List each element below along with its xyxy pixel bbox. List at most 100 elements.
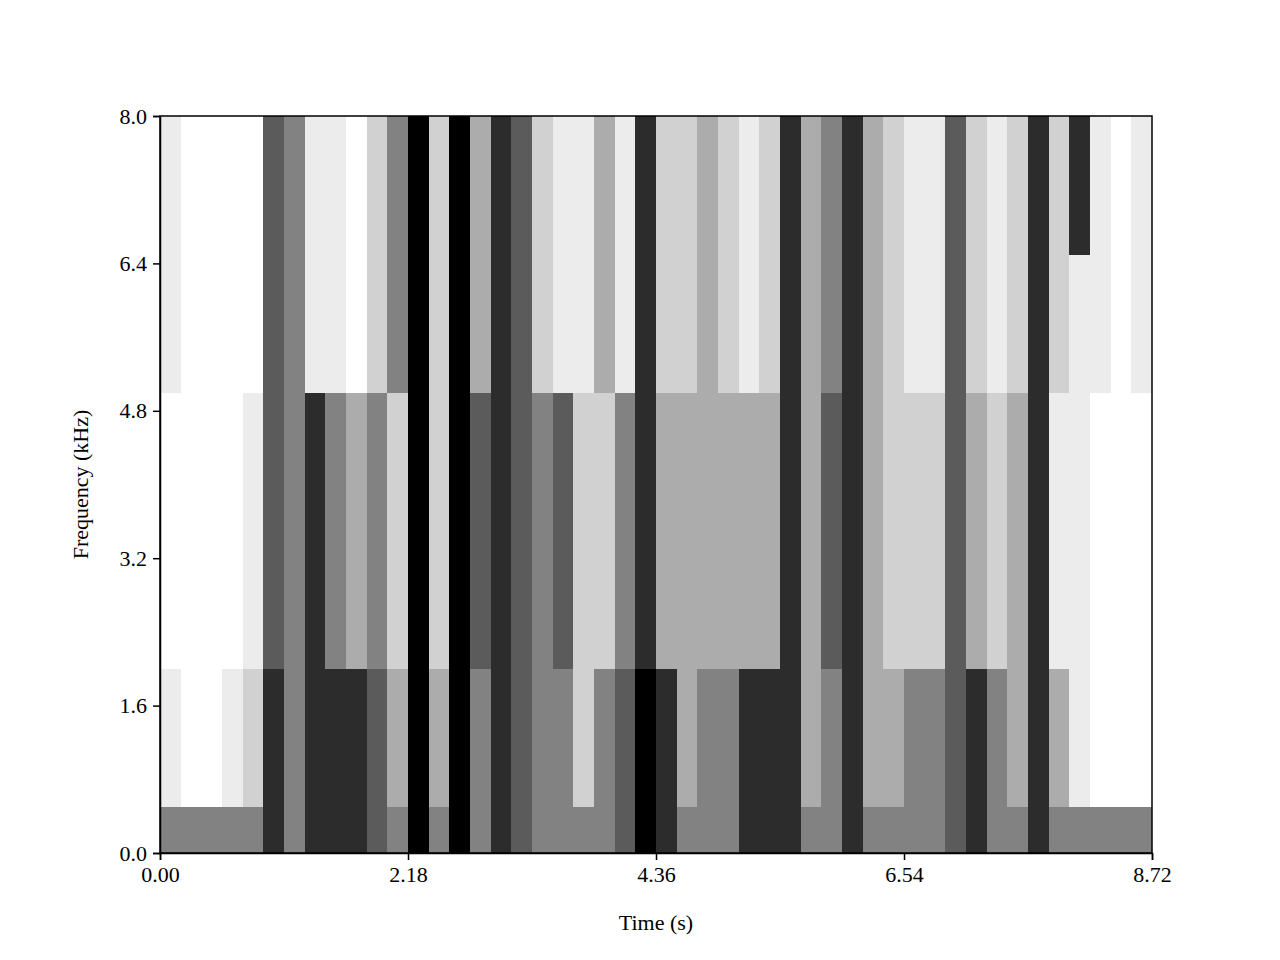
cell <box>367 531 388 578</box>
cell <box>449 669 470 716</box>
cell <box>387 761 408 808</box>
cell <box>387 208 408 255</box>
cell <box>387 669 408 716</box>
cell <box>573 346 594 393</box>
cell <box>1049 116 1070 163</box>
cell <box>656 761 677 808</box>
cell <box>697 485 718 532</box>
cell <box>945 807 966 853</box>
cell <box>1007 715 1028 762</box>
cell <box>346 485 367 532</box>
cell <box>491 669 512 716</box>
cell <box>842 761 863 808</box>
cell <box>222 254 243 301</box>
cell <box>904 162 925 209</box>
cell <box>863 577 884 624</box>
cell <box>925 761 946 808</box>
cell <box>1111 116 1132 163</box>
cell <box>718 715 739 762</box>
cell <box>821 715 842 762</box>
cell <box>429 577 450 624</box>
cell <box>222 392 243 439</box>
cell <box>677 392 698 439</box>
cell <box>346 623 367 670</box>
cell <box>821 254 842 301</box>
cell <box>925 669 946 716</box>
cell <box>842 254 863 301</box>
cell <box>470 761 491 808</box>
cell <box>780 623 801 670</box>
cell <box>449 392 470 439</box>
cell <box>801 577 822 624</box>
cell <box>739 761 760 808</box>
cell <box>243 392 264 439</box>
cell <box>656 208 677 255</box>
cell <box>1069 807 1090 853</box>
tick-mark <box>408 853 410 860</box>
cell <box>325 531 346 578</box>
cell <box>305 531 326 578</box>
cell <box>863 715 884 762</box>
cell <box>387 577 408 624</box>
cell <box>511 346 532 393</box>
cell <box>966 254 987 301</box>
cell <box>532 669 553 716</box>
cell <box>966 715 987 762</box>
cell <box>305 254 326 301</box>
cell <box>718 162 739 209</box>
cell <box>697 715 718 762</box>
cell <box>470 807 491 853</box>
cell <box>718 300 739 347</box>
cell <box>883 162 904 209</box>
cell <box>222 485 243 532</box>
cell <box>1028 392 1049 439</box>
cell <box>408 254 429 301</box>
cell <box>987 162 1008 209</box>
cell <box>697 116 718 163</box>
cell <box>1131 162 1152 209</box>
cell <box>656 531 677 578</box>
cell <box>925 208 946 255</box>
cell <box>1090 346 1111 393</box>
cell <box>429 438 450 485</box>
cell <box>863 485 884 532</box>
tick: 2.18 <box>389 853 428 887</box>
cell <box>1007 623 1028 670</box>
cell <box>739 577 760 624</box>
cell <box>594 116 615 163</box>
cell <box>966 300 987 347</box>
cell <box>780 438 801 485</box>
cell <box>1049 577 1070 624</box>
cell <box>759 623 780 670</box>
cell <box>801 208 822 255</box>
cell <box>470 300 491 347</box>
cell <box>842 623 863 670</box>
cell <box>677 807 698 853</box>
cell <box>408 208 429 255</box>
cell <box>511 577 532 624</box>
cell <box>925 346 946 393</box>
cell <box>181 623 202 670</box>
cell <box>987 623 1008 670</box>
cell <box>243 807 264 853</box>
cell <box>842 116 863 163</box>
cell <box>573 807 594 853</box>
cell <box>821 577 842 624</box>
cell <box>222 116 243 163</box>
cell <box>1049 392 1070 439</box>
cell <box>553 346 574 393</box>
cell <box>904 254 925 301</box>
cell <box>429 116 450 163</box>
tick-label: 6.4 <box>120 251 148 276</box>
cell <box>1007 669 1028 716</box>
cell <box>904 208 925 255</box>
cell <box>945 208 966 255</box>
cell <box>470 346 491 393</box>
cell <box>470 254 491 301</box>
cell <box>739 715 760 762</box>
cell <box>1028 531 1049 578</box>
cell <box>387 715 408 762</box>
cell <box>222 807 243 853</box>
tick-label: 8.72 <box>1133 862 1172 887</box>
cell <box>284 485 305 532</box>
